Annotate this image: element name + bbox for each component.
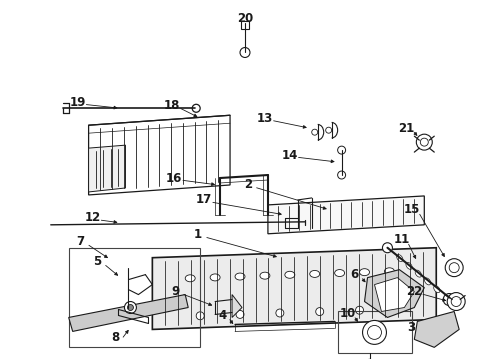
Ellipse shape	[334, 270, 344, 276]
Polygon shape	[68, 294, 188, 332]
Circle shape	[325, 127, 331, 133]
Text: 17: 17	[196, 193, 212, 206]
Ellipse shape	[405, 262, 411, 269]
Polygon shape	[364, 270, 424, 318]
Polygon shape	[413, 311, 458, 347]
Polygon shape	[88, 115, 229, 195]
Text: 9: 9	[171, 285, 179, 298]
Text: 6: 6	[350, 268, 358, 281]
Circle shape	[382, 243, 392, 253]
Text: 7: 7	[77, 235, 84, 248]
Text: 18: 18	[164, 99, 180, 112]
Ellipse shape	[424, 278, 430, 285]
Ellipse shape	[433, 286, 439, 293]
Circle shape	[127, 305, 133, 310]
Ellipse shape	[185, 275, 195, 282]
Text: 16: 16	[166, 171, 182, 185]
Text: 1: 1	[194, 228, 202, 241]
Circle shape	[236, 310, 244, 318]
Ellipse shape	[414, 270, 421, 277]
Circle shape	[362, 320, 386, 345]
Ellipse shape	[235, 273, 244, 280]
Circle shape	[311, 129, 317, 135]
Ellipse shape	[210, 274, 220, 281]
Polygon shape	[152, 248, 435, 329]
Ellipse shape	[384, 268, 394, 275]
Text: 15: 15	[404, 203, 420, 216]
Circle shape	[367, 325, 381, 339]
Bar	[68, 248, 200, 347]
Circle shape	[124, 302, 136, 314]
Polygon shape	[267, 196, 424, 234]
Circle shape	[365, 359, 373, 360]
Text: 8: 8	[111, 331, 120, 344]
Text: 12: 12	[84, 211, 101, 224]
Circle shape	[337, 171, 345, 179]
Text: 22: 22	[406, 285, 422, 298]
Circle shape	[447, 293, 464, 310]
Circle shape	[420, 138, 427, 146]
Circle shape	[355, 306, 363, 314]
Circle shape	[415, 134, 431, 150]
Text: 5: 5	[93, 255, 102, 268]
Ellipse shape	[260, 272, 269, 279]
Circle shape	[444, 259, 462, 276]
Circle shape	[442, 293, 454, 306]
Ellipse shape	[396, 255, 402, 262]
Circle shape	[240, 48, 249, 58]
Text: 10: 10	[339, 307, 355, 320]
Polygon shape	[374, 278, 413, 311]
Bar	[337, 311, 411, 353]
Circle shape	[315, 307, 323, 316]
Circle shape	[450, 297, 460, 306]
Text: 20: 20	[236, 12, 253, 25]
Circle shape	[196, 312, 203, 320]
Circle shape	[395, 305, 403, 313]
Bar	[241, 21, 248, 28]
Text: 14: 14	[281, 149, 297, 162]
Circle shape	[337, 146, 345, 154]
Circle shape	[448, 263, 458, 273]
Text: 19: 19	[69, 96, 86, 109]
Polygon shape	[88, 145, 125, 192]
Circle shape	[275, 309, 283, 317]
Ellipse shape	[359, 269, 369, 276]
Text: 3: 3	[407, 321, 415, 334]
Text: 2: 2	[244, 179, 251, 192]
Text: 13: 13	[256, 112, 272, 125]
Polygon shape	[232, 294, 242, 318]
Ellipse shape	[309, 270, 319, 278]
Text: 11: 11	[392, 233, 408, 246]
Ellipse shape	[285, 271, 294, 278]
Text: 4: 4	[218, 309, 226, 322]
Text: 21: 21	[397, 122, 414, 135]
